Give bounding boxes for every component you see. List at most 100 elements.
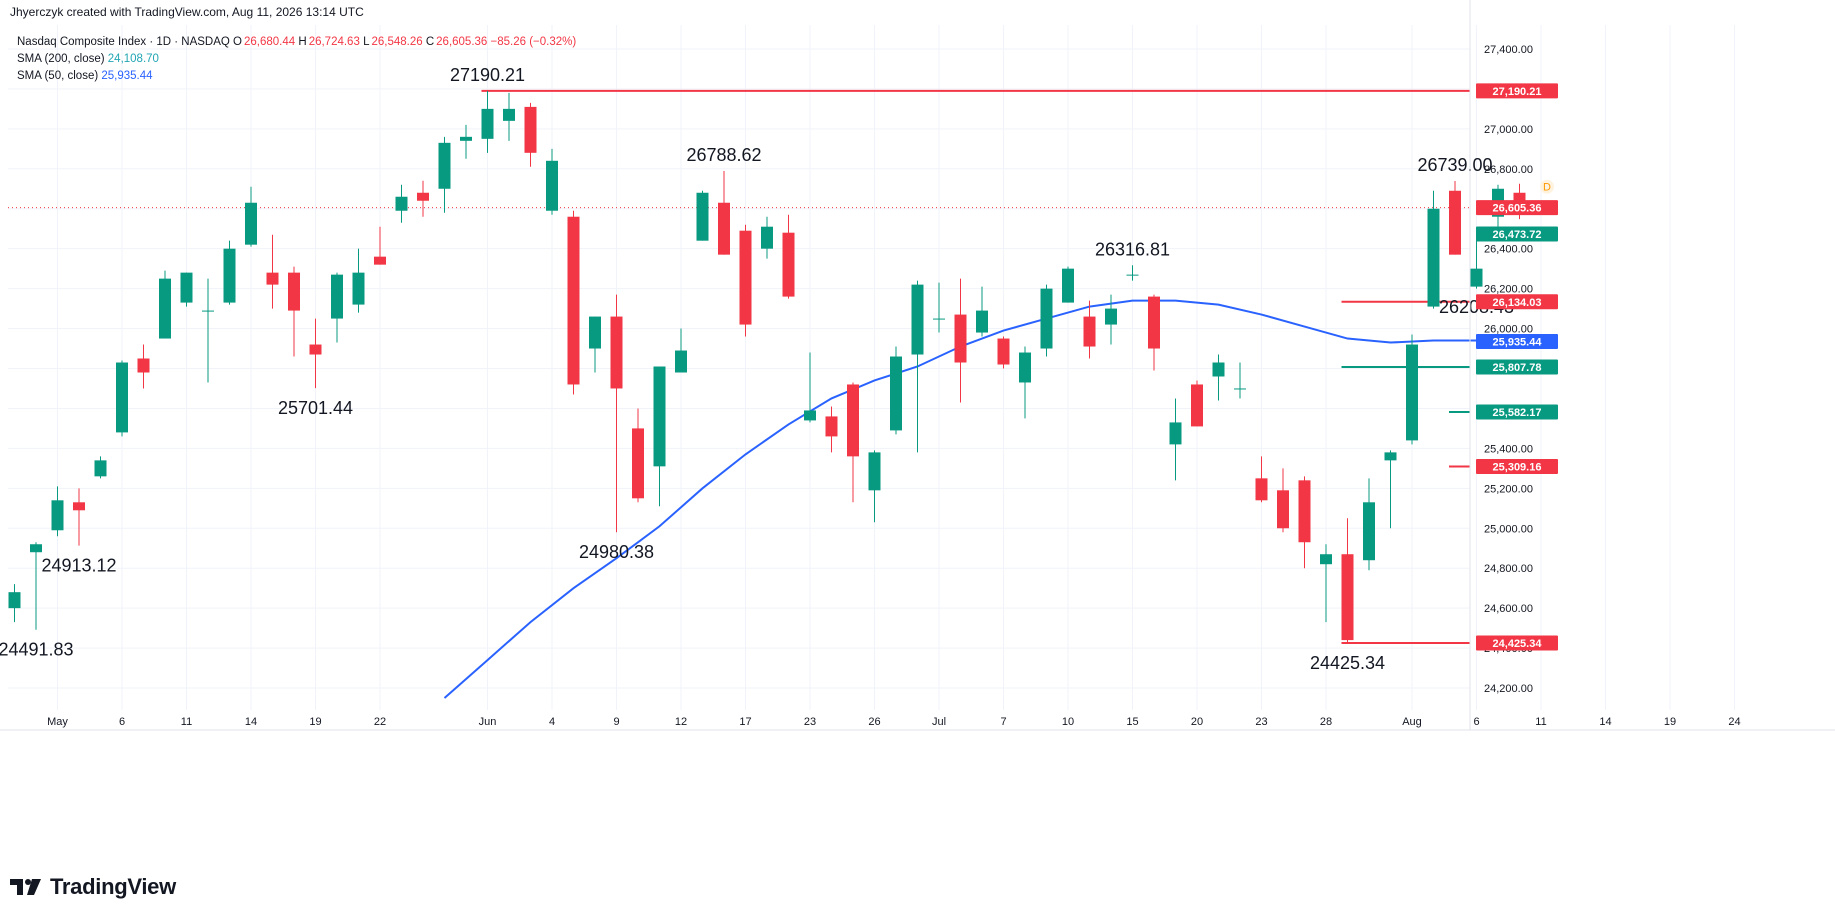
candle-body-up <box>1040 288 1053 349</box>
legend-sma200-row[interactable]: SMA (200, close) 24,108.70 <box>17 51 576 68</box>
candle-body-down <box>1277 490 1289 529</box>
legend-h-value: 26,724.63 <box>308 36 360 48</box>
candles-layer <box>8 90 1526 644</box>
tradingview-logo-icon <box>10 879 41 895</box>
x-tick-label: 26 <box>868 716 880 728</box>
y-tick-label: 27,000.00 <box>1484 124 1533 136</box>
candle-body-up <box>1406 344 1418 441</box>
price-annotation: 24425.34 <box>1310 653 1385 673</box>
x-tick-label: 6 <box>119 716 125 728</box>
candle-body-up <box>202 310 214 312</box>
candle-body-down <box>374 256 386 265</box>
x-tick-label: 11 <box>1535 716 1546 728</box>
price-annotation: 24491.83 <box>0 640 74 660</box>
legend-c-value: 26,605.36 <box>436 36 488 48</box>
candle-body-up <box>890 356 902 431</box>
x-tick-label: 23 <box>804 716 816 728</box>
x-tick-label: 6 <box>1473 716 1479 728</box>
y-tick-label: 26,400.00 <box>1484 244 1533 256</box>
candle-body-up <box>159 278 171 339</box>
y-tick-label: 26,000.00 <box>1484 324 1533 336</box>
candle-body-down <box>137 358 150 373</box>
level-price-tag: 25,807.78 <box>1493 362 1542 374</box>
candle-body-up <box>1212 362 1225 377</box>
candle-body-up <box>51 500 64 531</box>
x-tick-label: 9 <box>613 716 619 728</box>
legend-o-label: O <box>233 36 242 48</box>
level-price-tag-bg <box>1476 226 1558 242</box>
legend-symbol[interactable]: Nasdaq Composite Index · 1D · NASDAQ <box>17 36 230 48</box>
candle-body-down <box>718 202 730 255</box>
tradingview-brand-text: TradingView <box>50 874 176 899</box>
candle-body-up <box>245 202 257 245</box>
candle-body-up <box>30 544 42 553</box>
candle-body-up <box>94 460 107 477</box>
candle-body-up <box>1062 268 1074 303</box>
legend-sma50-label: SMA (50, close) <box>17 70 99 82</box>
grid-layer <box>8 25 1735 710</box>
x-tick-label: 7 <box>1000 716 1006 728</box>
attribution-text: Jhyerczyk created with TradingView.com, … <box>10 5 364 19</box>
candle-body-up <box>331 274 343 319</box>
level-lines-layer <box>481 89 1471 645</box>
x-tick-label: 14 <box>1599 716 1611 728</box>
candle-body-down <box>1449 190 1461 255</box>
candle-body-up <box>1384 452 1397 461</box>
y-tick-label: 24,600.00 <box>1484 603 1533 615</box>
candle-body-up <box>460 136 472 141</box>
x-tick-label: 19 <box>1664 716 1676 728</box>
candle-body-up <box>1234 388 1246 390</box>
candle-body-up <box>1363 502 1375 561</box>
tradingview-logo[interactable]: TradingView <box>10 874 176 900</box>
candle-body-down <box>997 338 1010 365</box>
x-tick-label: Aug <box>1402 716 1422 728</box>
candle-body-down <box>567 216 580 385</box>
candle-body-down <box>1255 478 1268 501</box>
candle-body-up <box>8 592 21 609</box>
candle-body-down <box>632 428 644 499</box>
candle-body-up <box>352 272 365 305</box>
price-annotation: 26316.81 <box>1095 239 1170 259</box>
level-price-tag-bg <box>1476 404 1558 420</box>
legend-l-label: L <box>363 36 370 48</box>
level-price-tag: 24,425.34 <box>1493 638 1543 650</box>
price-annotation: 24980.38 <box>579 542 654 562</box>
legend-sma200-value: 24,108.70 <box>107 53 159 65</box>
x-tick-label: May <box>47 716 68 728</box>
x-tick-label: Jul <box>932 716 946 728</box>
candle-body-up <box>546 160 558 211</box>
legend-change: −85.26 (−0.32%) <box>490 36 577 48</box>
axis-layer: 24,200.0024,400.0024,600.0024,800.0025,0… <box>0 0 1835 731</box>
candle-body-down <box>954 314 967 363</box>
level-price-tag-bg <box>1476 83 1558 99</box>
y-tick-label: 24,800.00 <box>1484 563 1533 575</box>
candle-body-up <box>180 272 193 303</box>
price-annotation: 27190.21 <box>450 65 525 85</box>
candle-body-up <box>395 196 408 211</box>
candle-body-up <box>696 192 709 241</box>
level-price-tag: 26,473.72 <box>1493 229 1542 241</box>
sma50-layer <box>443 299 1520 699</box>
candle-body-up <box>761 226 773 249</box>
price-annotation: 26739.00 <box>1417 155 1492 175</box>
candle-body-up <box>503 108 515 121</box>
marker-badge: D <box>1543 182 1551 194</box>
candle-body-up <box>868 452 881 491</box>
price-tag: 26,605.36 <box>1493 203 1542 215</box>
x-tick-label: 22 <box>374 716 386 728</box>
candle-body-up <box>1169 422 1182 445</box>
price-tag-bg <box>1476 333 1558 349</box>
candle-body-up <box>1320 554 1332 565</box>
x-tick-label: 28 <box>1320 716 1332 728</box>
candle-body-down <box>1083 316 1096 347</box>
candle-body-up <box>1105 308 1117 325</box>
x-tick-label: 12 <box>675 716 687 728</box>
y-tick-label: 25,200.00 <box>1484 483 1533 495</box>
legend-sma50-row[interactable]: SMA (50, close) 25,935.44 <box>17 68 576 85</box>
x-tick-label: 20 <box>1191 716 1203 728</box>
candle-body-down <box>417 192 429 201</box>
price-annotation: 24913.12 <box>41 556 116 576</box>
y-tick-label: 25,000.00 <box>1484 523 1533 535</box>
candle-body-down <box>739 230 752 325</box>
